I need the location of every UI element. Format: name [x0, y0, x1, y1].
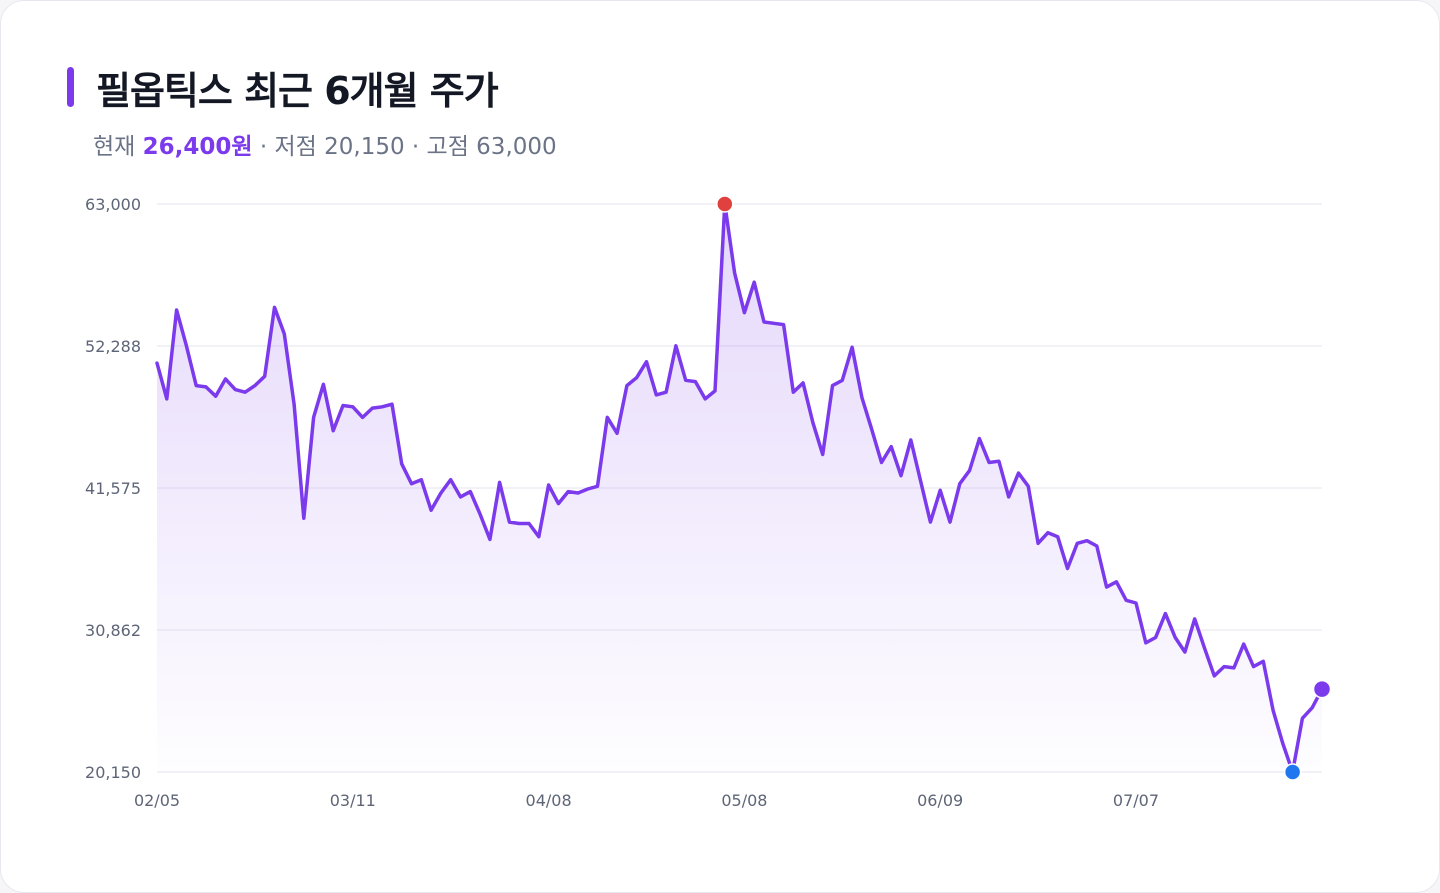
y-tick-label: 52,288	[85, 337, 141, 356]
high-price-text: · 고점 63,000	[411, 134, 557, 160]
y-axis: 20,150 30,862 41,575 52,288 63,000	[85, 195, 141, 782]
x-tick-label: 03/11	[330, 791, 376, 810]
x-tick-label: 05/08	[721, 791, 767, 810]
x-tick-label: 07/07	[1113, 791, 1159, 810]
current-label: 현재	[93, 134, 136, 160]
y-tick-label: 30,862	[85, 621, 141, 640]
y-tick-label: 20,150	[85, 763, 141, 782]
price-area	[157, 204, 1322, 772]
current-marker	[1312, 679, 1332, 699]
high-marker	[716, 195, 734, 213]
x-tick-label: 04/08	[526, 791, 572, 810]
title-accent-bar	[67, 67, 74, 107]
x-tick-label: 02/05	[134, 791, 180, 810]
low-price-text: · 저점 20,150	[259, 134, 405, 160]
y-tick-label: 41,575	[85, 479, 141, 498]
title-row: 필옵틱스 최근 6개월 주가	[67, 63, 499, 113]
low-marker	[1283, 763, 1302, 781]
current-price: 26,400원	[142, 134, 253, 160]
chart-title: 필옵틱스 최근 6개월 주가	[96, 68, 499, 113]
markers	[716, 195, 1332, 781]
price-line	[155, 202, 1324, 774]
y-tick-label: 63,000	[85, 195, 141, 214]
x-tick-label: 06/09	[917, 791, 963, 810]
x-axis: 02/05 03/11 04/08 05/08 06/09 07/07	[134, 791, 1159, 810]
price-summary: 현재 26,400원 · 저점 20,150 · 고점 63,000	[93, 127, 557, 161]
